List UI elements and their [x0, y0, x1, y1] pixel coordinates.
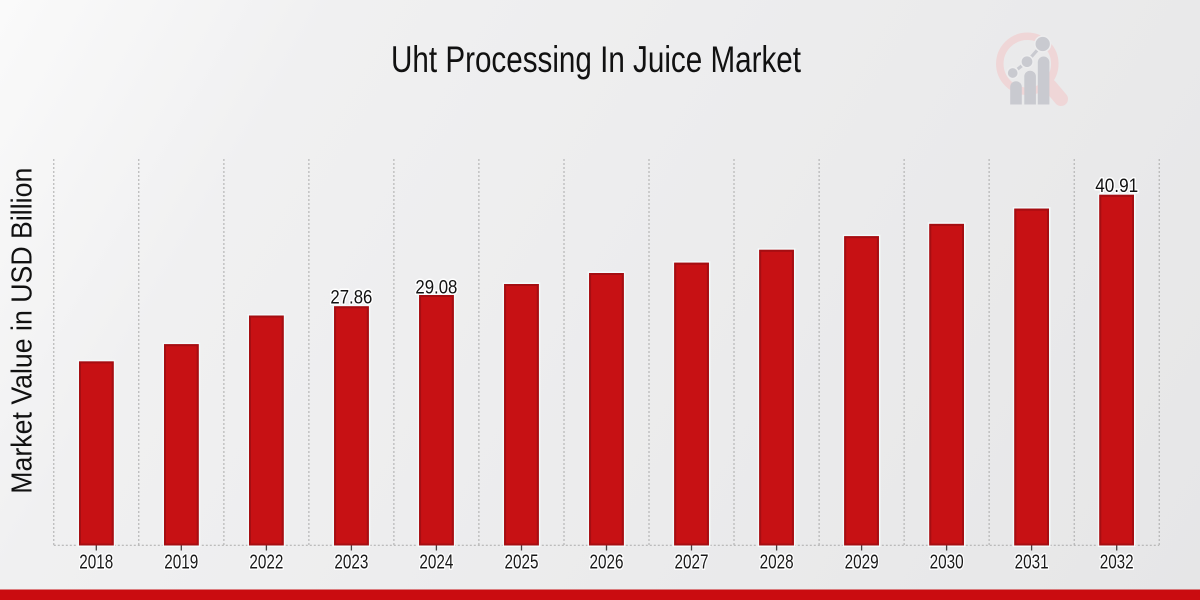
svg-text:2028: 2028 — [760, 551, 794, 573]
svg-text:2019: 2019 — [164, 551, 198, 573]
svg-text:2026: 2026 — [590, 551, 624, 573]
svg-text:2025: 2025 — [505, 551, 539, 573]
svg-text:2027: 2027 — [675, 551, 709, 573]
svg-text:2018: 2018 — [79, 551, 113, 573]
svg-text:2024: 2024 — [419, 551, 453, 573]
svg-text:2030: 2030 — [930, 551, 964, 573]
svg-text:Market Value in USD Billion: Market Value in USD Billion — [7, 168, 39, 494]
svg-text:2029: 2029 — [845, 551, 879, 573]
svg-text:Uht Processing In Juice Market: Uht Processing In Juice Market — [391, 39, 802, 80]
svg-text:2032: 2032 — [1100, 551, 1134, 573]
svg-text:2023: 2023 — [334, 551, 368, 573]
svg-text:2031: 2031 — [1015, 551, 1049, 573]
svg-text:27.86: 27.86 — [330, 287, 372, 308]
svg-text:40.91: 40.91 — [1095, 176, 1138, 197]
svg-text:29.08: 29.08 — [415, 277, 457, 298]
svg-text:2022: 2022 — [249, 551, 283, 573]
